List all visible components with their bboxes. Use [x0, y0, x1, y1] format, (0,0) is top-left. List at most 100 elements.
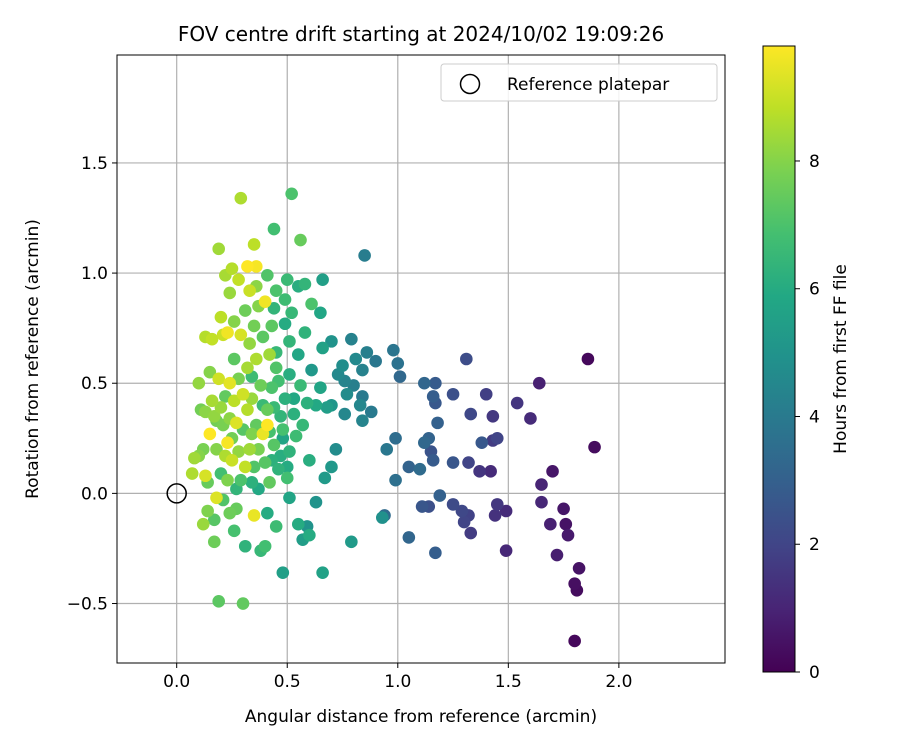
- data-point: [241, 403, 254, 416]
- data-point: [305, 363, 318, 377]
- data-point: [199, 469, 212, 483]
- data-point: [484, 465, 497, 478]
- data-point: [258, 539, 272, 553]
- colorbar-tick-label: 6: [809, 280, 820, 300]
- data-point: [223, 286, 237, 300]
- data-point: [287, 392, 301, 405]
- data-point: [278, 317, 292, 331]
- data-point: [203, 365, 217, 379]
- data-point: [261, 268, 274, 282]
- colorbar-tick-label: 8: [809, 152, 820, 172]
- data-point: [380, 443, 394, 456]
- data-point: [389, 473, 402, 487]
- data-point: [212, 242, 226, 256]
- data-point: [314, 381, 327, 394]
- data-point: [225, 262, 239, 275]
- data-points: [185, 187, 601, 648]
- legend-label: Reference platepar: [507, 75, 669, 95]
- colorbar-tick-label: 4: [809, 407, 820, 427]
- data-point: [207, 535, 221, 549]
- reference-platepar-marker: [166, 483, 187, 504]
- data-point: [391, 357, 405, 370]
- data-point: [360, 346, 374, 359]
- x-axis-label: Angular distance from reference (arcmin): [245, 707, 597, 727]
- data-point: [418, 376, 431, 390]
- data-point: [486, 409, 500, 423]
- data-point: [294, 233, 307, 247]
- data-point: [446, 387, 460, 401]
- data-point: [223, 506, 237, 520]
- data-point: [559, 517, 573, 531]
- data-point: [413, 462, 427, 476]
- data-point: [241, 260, 254, 273]
- data-point: [561, 528, 575, 542]
- data-point: [236, 387, 250, 401]
- data-point: [227, 524, 241, 538]
- data-point: [490, 498, 504, 511]
- data-point: [460, 352, 473, 366]
- data-point: [291, 348, 305, 361]
- plot-frame: [116, 54, 726, 664]
- y-tick-label: 1.0: [81, 264, 108, 284]
- colorbar-ticks: 0 2 4 6 8: [795, 152, 820, 683]
- data-point: [276, 566, 290, 579]
- data-point: [221, 473, 234, 487]
- data-point: [568, 634, 581, 648]
- x-tick-label: 0.5: [274, 672, 301, 692]
- data-point: [524, 412, 537, 425]
- data-point: [185, 467, 199, 480]
- data-point: [234, 191, 248, 205]
- data-point: [207, 513, 221, 527]
- data-point: [316, 566, 329, 579]
- x-tick-label: 1.5: [495, 672, 522, 692]
- colorbar-tick-label: 0: [809, 663, 820, 683]
- data-point: [225, 454, 239, 467]
- data-point: [418, 436, 431, 450]
- data-point: [376, 511, 389, 524]
- data-point: [274, 409, 287, 423]
- x-tick-label: 2.0: [605, 672, 632, 692]
- data-point: [356, 414, 369, 427]
- data-point: [369, 354, 382, 368]
- data-point: [223, 376, 237, 390]
- data-point: [345, 535, 358, 549]
- y-tick-label: 0.0: [81, 484, 108, 504]
- data-point: [267, 302, 281, 315]
- data-point: [192, 376, 206, 390]
- data-point: [298, 326, 312, 339]
- data-point: [263, 348, 276, 361]
- data-point: [227, 394, 241, 408]
- data-point: [535, 495, 548, 509]
- data-point: [285, 187, 298, 201]
- data-point: [276, 432, 290, 445]
- data-point: [546, 465, 559, 478]
- data-point: [205, 332, 219, 346]
- data-point: [236, 597, 250, 610]
- data-point: [535, 478, 548, 491]
- data-point: [258, 456, 272, 469]
- colorbar: 0 2 4 6 8 Hours from first FF file: [762, 45, 851, 683]
- data-point: [238, 304, 252, 317]
- data-point: [402, 460, 416, 474]
- data-point: [572, 561, 586, 575]
- y-axis-ticks: −0.5 0.0 0.5 1.0 1.5: [67, 154, 117, 615]
- data-point: [269, 520, 283, 533]
- data-point: [283, 491, 296, 505]
- legend-open-circle-icon: [459, 73, 481, 95]
- data-point: [303, 454, 316, 467]
- data-point: [196, 517, 210, 531]
- data-point: [188, 451, 201, 465]
- data-point: [325, 335, 338, 348]
- data-point: [276, 423, 290, 436]
- data-point: [243, 284, 256, 298]
- data-point: [247, 238, 261, 251]
- data-point: [205, 394, 219, 408]
- data-point: [272, 462, 285, 476]
- data-point: [269, 361, 283, 375]
- y-axis-label: Rotation from reference (arcmin): [23, 219, 43, 499]
- data-point: [338, 407, 352, 421]
- data-point: [488, 509, 502, 522]
- data-point: [340, 387, 354, 401]
- data-point: [318, 471, 332, 485]
